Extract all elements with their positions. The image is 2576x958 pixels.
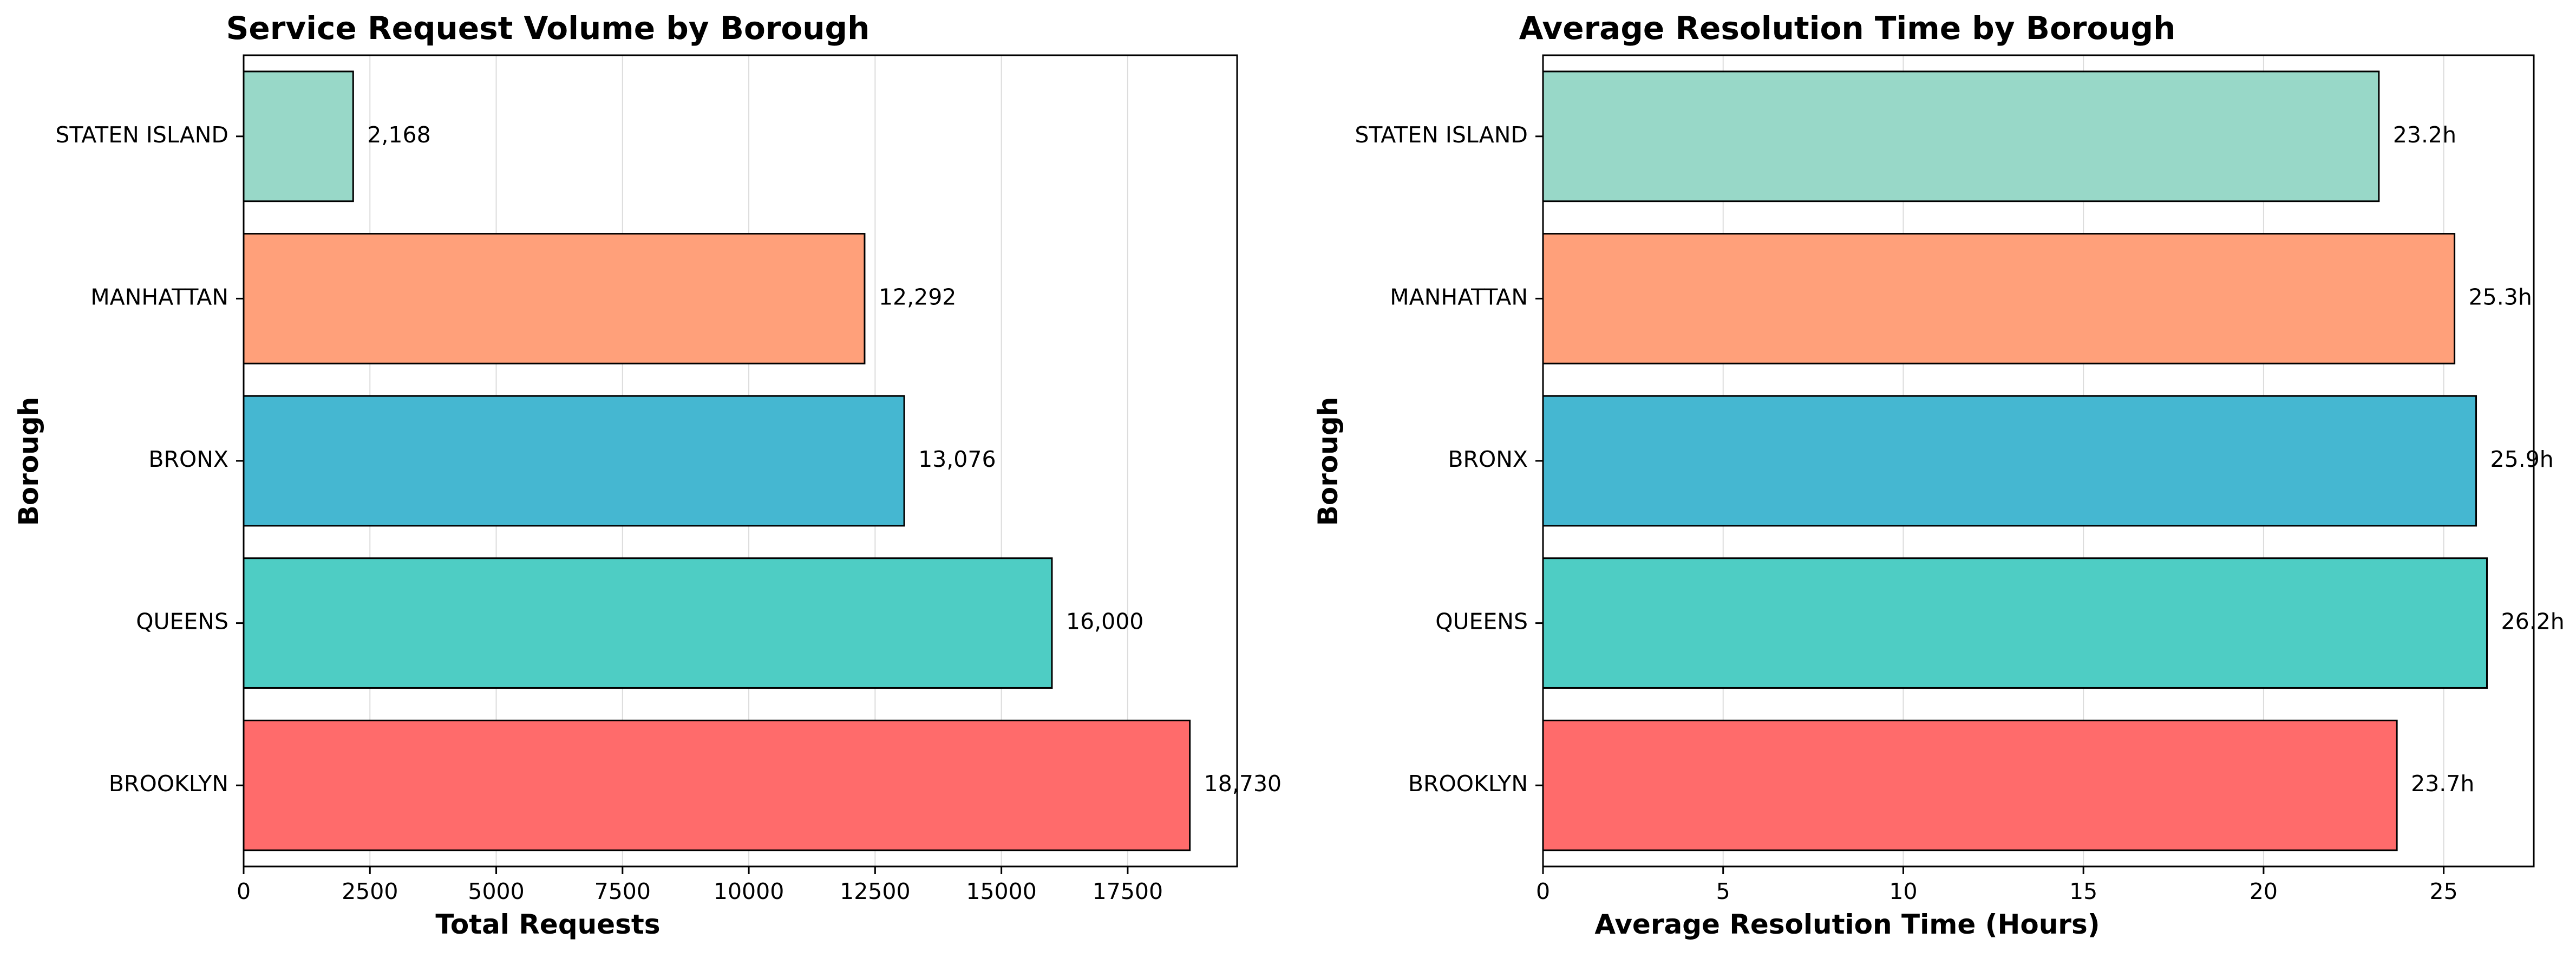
bar-value-label: 2,168: [367, 122, 430, 148]
x-tick-label: 15000: [966, 878, 1036, 904]
y-tick-label: BROOKLYN: [1408, 771, 1528, 797]
bar-queens: [243, 557, 1053, 689]
x-axis-label: Average Resolution Time (Hours): [1594, 909, 2100, 940]
x-tick-label: 20: [2250, 878, 2278, 904]
y-tick-label: BRONX: [1448, 446, 1528, 472]
requests-panel: Service Request Volume by Borough Total …: [13, 10, 1282, 940]
bar-value-label: 23.7h: [2411, 771, 2474, 797]
y-tick-label: MANHATTAN: [90, 284, 228, 310]
bar-value-label: 25.9h: [2490, 446, 2554, 472]
resolution-panel: Average Resolution Time by Borough Avera…: [1312, 10, 2565, 940]
bar-queens: [1542, 557, 2488, 689]
x-tick-label: 5: [1716, 878, 1730, 904]
bar-value-label: 26.2h: [2501, 609, 2564, 635]
x-tick-label: 25: [2430, 878, 2458, 904]
plot-frame: [243, 54, 1238, 868]
x-tick-label: 5000: [468, 878, 524, 904]
bar-brooklyn: [243, 719, 1191, 851]
bar-value-label: 12,292: [879, 284, 956, 310]
bar-staten-island: [243, 70, 354, 203]
bar-staten-island: [1542, 70, 2380, 203]
bar-value-label: 13,076: [918, 446, 996, 472]
bar-bronx: [1542, 395, 2477, 527]
bar-manhattan: [1542, 233, 2456, 364]
x-tick-label: 0: [1536, 878, 1550, 904]
bar-manhattan: [243, 233, 866, 364]
x-tick-label: 0: [237, 878, 251, 904]
x-tick-label: 17500: [1093, 878, 1163, 904]
bar-value-label: 18,730: [1204, 771, 1282, 797]
y-tick-label: BRONX: [148, 446, 228, 472]
x-tick-label: 7500: [594, 878, 651, 904]
chart-title: Service Request Volume by Borough: [226, 10, 870, 47]
y-tick-label: QUEENS: [136, 609, 228, 635]
bar-value-label: 16,000: [1066, 609, 1143, 635]
y-tick-label: QUEENS: [1435, 609, 1528, 635]
x-axis-label: Total Requests: [435, 909, 660, 940]
bar-brooklyn: [1542, 719, 2398, 851]
chart-title: Average Resolution Time by Borough: [1519, 10, 2176, 47]
y-tick-label: STATEN ISLAND: [55, 122, 228, 148]
y-axis-label: Borough: [1312, 397, 1344, 526]
bar-bronx: [243, 395, 905, 527]
x-tick-label: 12500: [840, 878, 910, 904]
bar-value-label: 25.3h: [2469, 284, 2532, 310]
bar-value-label: 23.2h: [2393, 122, 2456, 148]
x-tick-label: 10: [1889, 878, 1917, 904]
x-tick-label: 15: [2069, 878, 2097, 904]
x-tick-label: 2500: [342, 878, 398, 904]
y-tick-label: MANHATTAN: [1390, 284, 1528, 310]
plot-frame: [1542, 54, 2535, 868]
x-tick-label: 10000: [714, 878, 784, 904]
y-axis-label: Borough: [13, 397, 44, 526]
y-tick-label: BROOKLYN: [109, 771, 228, 797]
y-tick-label: STATEN ISLAND: [1355, 122, 1528, 148]
